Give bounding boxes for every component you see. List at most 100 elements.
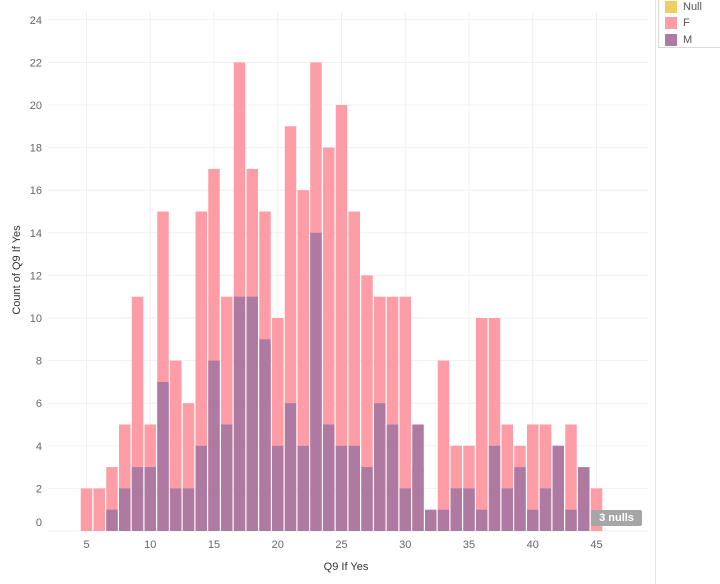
bar-f-12[interactable]: [170, 360, 182, 531]
bar-f-20[interactable]: [272, 318, 284, 531]
x-tick-label: 5: [83, 539, 89, 551]
bar-f-37[interactable]: [488, 318, 501, 531]
legend-item-null[interactable]: Null: [665, 0, 702, 13]
bar-m-14[interactable]: [195, 445, 208, 531]
bar-m-23[interactable]: [310, 232, 322, 532]
y-tick-label: 14: [30, 228, 42, 240]
bar-m-26[interactable]: [348, 445, 361, 531]
bar-m-11[interactable]: [157, 381, 169, 531]
nulls-indicator[interactable]: 3 nulls: [591, 510, 642, 526]
legend-label-null: Null: [683, 0, 702, 13]
legend-swatch-null: [665, 0, 677, 13]
bar-m-21[interactable]: [284, 403, 297, 531]
bar-f-43[interactable]: [565, 424, 577, 532]
panel-divider: [655, 0, 656, 584]
bar-m-39[interactable]: [514, 467, 526, 531]
bar-m-12[interactable]: [170, 488, 182, 531]
x-tick-label: 40: [527, 539, 539, 551]
bar-m-40[interactable]: [527, 509, 539, 531]
x-tick-label: 10: [144, 539, 156, 551]
bar-m-19[interactable]: [259, 339, 271, 531]
bar-f-11[interactable]: [157, 211, 169, 532]
x-tick-label: 30: [399, 539, 411, 551]
legend-item-f[interactable]: F: [665, 16, 690, 29]
bar-m-34[interactable]: [450, 488, 463, 531]
bar-m-24[interactable]: [323, 424, 335, 532]
bar-f-25[interactable]: [335, 105, 348, 531]
x-tick-label: 15: [208, 539, 220, 551]
bar-m-41[interactable]: [539, 488, 552, 531]
bar-f-27[interactable]: [361, 275, 373, 531]
y-tick-label: 20: [30, 100, 42, 112]
x-tick-label: 25: [335, 539, 347, 551]
bar-f-9[interactable]: [131, 296, 144, 531]
bar-m-18[interactable]: [246, 296, 259, 531]
bar-m-8[interactable]: [119, 488, 131, 531]
bar-m-36[interactable]: [476, 509, 488, 531]
bar-m-32[interactable]: [425, 509, 437, 531]
y-tick-label: 16: [30, 185, 42, 197]
y-tick-label: 12: [30, 270, 42, 282]
bar-m-43[interactable]: [565, 509, 577, 531]
bar-f-40[interactable]: [527, 424, 539, 532]
bar-m-16[interactable]: [221, 424, 233, 532]
bar-m-20[interactable]: [272, 445, 284, 531]
bar-f-15[interactable]: [208, 168, 220, 531]
bar-m-37[interactable]: [488, 445, 501, 531]
bar-m-44[interactable]: [578, 467, 590, 531]
y-tick-label: 6: [36, 398, 42, 410]
legend-swatch-m: [665, 33, 677, 46]
bar-f-6[interactable]: [93, 488, 106, 531]
bar-m-35[interactable]: [463, 488, 475, 531]
bar-m-7[interactable]: [106, 509, 118, 531]
bar-m-25[interactable]: [335, 445, 348, 531]
x-tick-label: 45: [590, 539, 602, 551]
y-tick-label: 2: [36, 483, 42, 495]
bar-m-13[interactable]: [182, 488, 195, 531]
bar-f-29[interactable]: [386, 296, 399, 531]
bar-f-21[interactable]: [284, 126, 297, 532]
series-m-bars: [106, 232, 590, 532]
bar-f-36[interactable]: [476, 318, 488, 531]
legend-label-m: M: [683, 33, 693, 46]
bar-m-30[interactable]: [399, 488, 412, 531]
bar-m-38[interactable]: [501, 488, 514, 531]
bar-f-7[interactable]: [106, 467, 118, 531]
y-axis-title: Count of Q9 If Yes: [11, 225, 23, 315]
x-axis-ticks: 5 10 15 20 25 30 35 40 45: [83, 539, 602, 551]
bar-f-5[interactable]: [80, 488, 93, 531]
bar-f-24[interactable]: [323, 147, 335, 531]
bar-f-30[interactable]: [399, 296, 412, 531]
bar-f-22[interactable]: [297, 190, 310, 531]
bar-f-38[interactable]: [501, 424, 514, 532]
bar-m-28[interactable]: [374, 403, 386, 531]
y-tick-label: 0: [36, 517, 42, 529]
bar-f-26[interactable]: [348, 211, 361, 532]
y-tick-label: 24: [30, 15, 42, 27]
bar-m-22[interactable]: [297, 445, 310, 531]
bar-f-14[interactable]: [195, 211, 208, 532]
legend-item-m[interactable]: M: [665, 33, 692, 46]
bar-m-33[interactable]: [437, 509, 450, 531]
bar-m-17[interactable]: [233, 296, 246, 531]
y-tick-label: 22: [30, 57, 42, 69]
y-tick-label: 18: [30, 143, 42, 155]
bar-m-9[interactable]: [131, 467, 144, 531]
bar-f-13[interactable]: [182, 403, 195, 531]
bar-m-15[interactable]: [208, 360, 220, 531]
bar-m-27[interactable]: [361, 467, 373, 531]
bar-m-42[interactable]: [552, 445, 565, 531]
bar-f-45[interactable]: [590, 488, 603, 531]
bar-m-10[interactable]: [144, 467, 157, 531]
bar-f-16[interactable]: [221, 296, 233, 531]
bar-f-8[interactable]: [119, 424, 131, 532]
bar-f-41[interactable]: [539, 424, 552, 532]
bar-m-31[interactable]: [412, 424, 424, 532]
y-tick-label: 10: [30, 313, 42, 325]
histogram-chart: 5 10 15 20 25 30 35 40 45 024681012141618202224 …: [11, 12, 648, 573]
bar-f-33[interactable]: [437, 360, 450, 531]
bar-m-29[interactable]: [386, 424, 399, 532]
y-tick-label: 4: [36, 441, 42, 453]
legend-label-f: F: [683, 16, 690, 29]
